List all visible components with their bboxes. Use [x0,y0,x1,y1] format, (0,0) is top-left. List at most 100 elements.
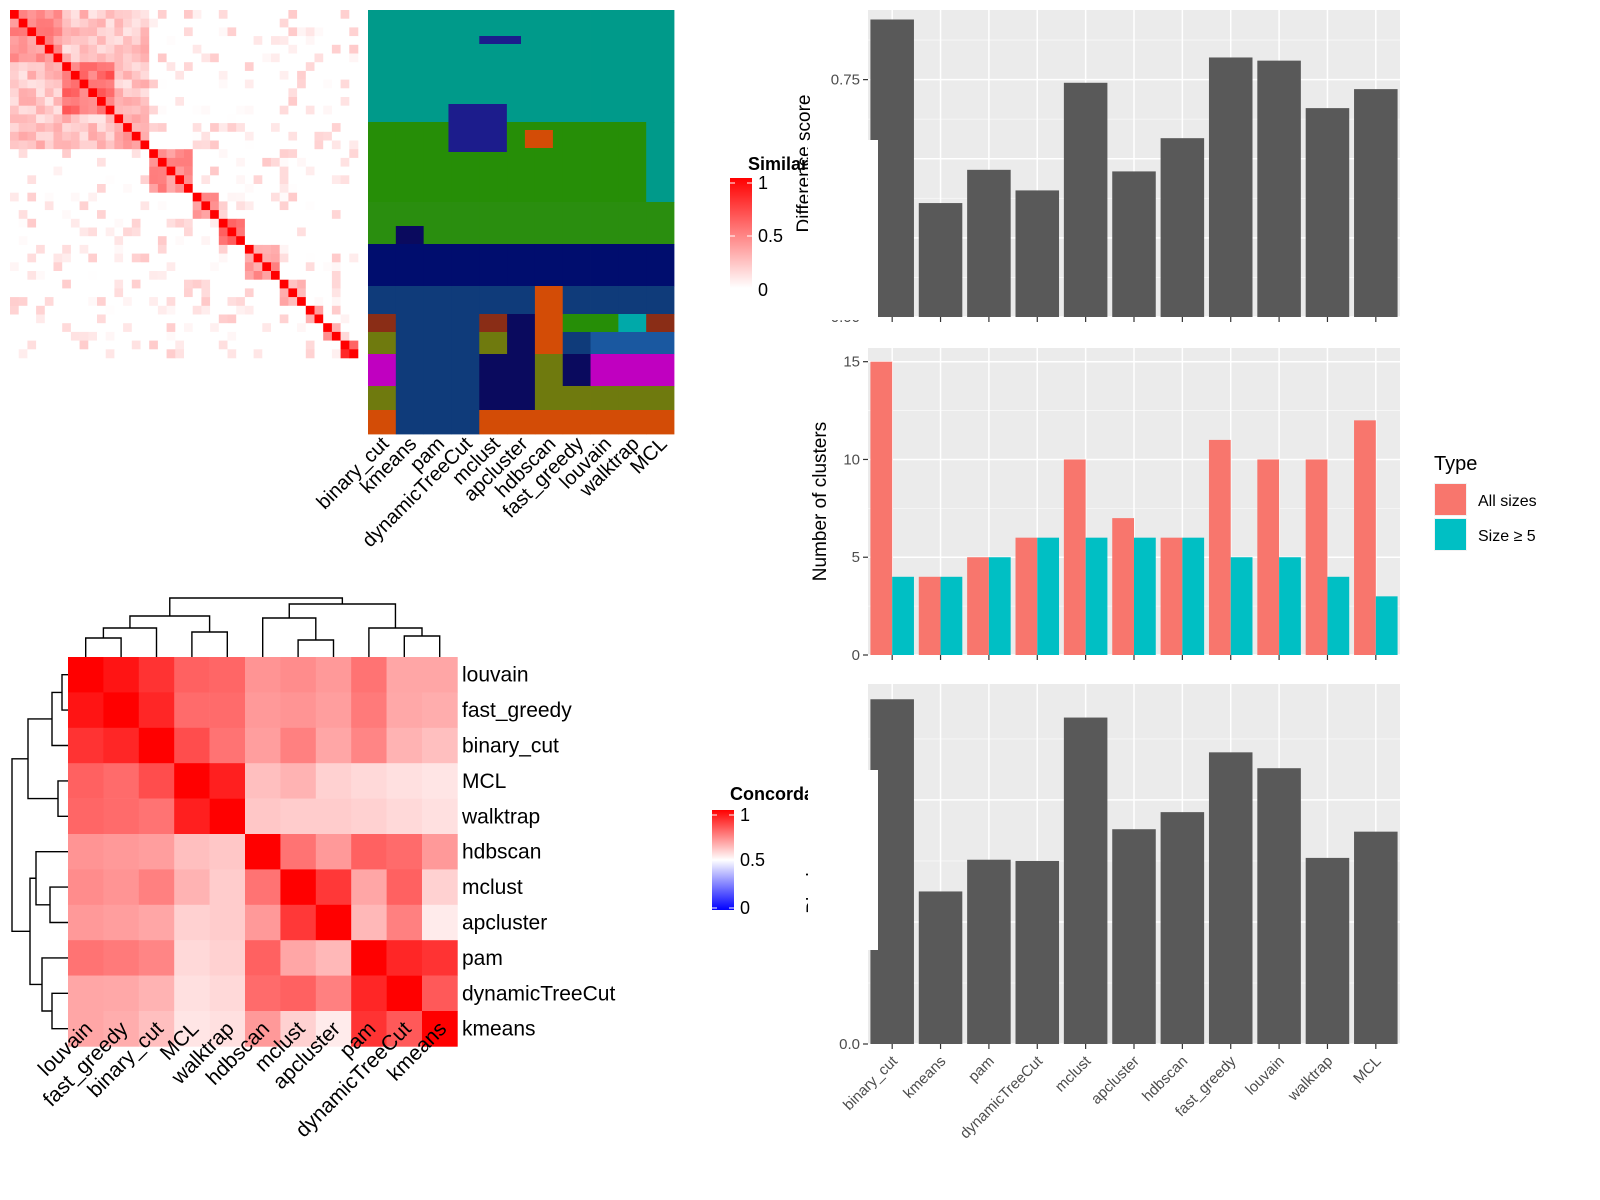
similarity-cell [62,105,72,115]
similarity-cell [210,79,220,89]
similarity-cell [105,314,115,324]
concordance-cell [103,904,140,941]
similarity-cell [70,88,80,98]
similarity-cell [227,210,237,220]
similarity-cell [236,157,246,167]
similarity-cell [184,279,193,289]
similarity-cell [288,279,298,289]
similarity-cell [36,166,46,176]
similarity-cell [227,297,237,307]
similarity-cell [114,149,124,159]
similarity-cell [201,175,211,185]
concordance-cell [280,940,317,976]
dendrogram-branch [368,627,423,657]
similarity-cell [131,192,141,202]
similarity-cell [105,331,115,341]
similarity-cell [349,253,359,263]
assignment-cell [618,354,647,387]
similarity-cell [192,253,202,263]
similarity-cell [114,140,124,150]
similarity-cell [297,244,307,254]
similarity-cell [349,105,359,115]
similarity-cell [271,210,280,220]
assignment-cell [451,10,480,123]
similarity-cell [97,44,106,54]
similarity-cell [184,10,193,19]
similarity-cell [340,314,350,324]
bar [1015,190,1060,317]
similarity-cell [279,297,289,307]
similarity-cell [97,97,106,106]
similarity-cell [201,27,211,37]
similarity-cell [244,175,254,185]
similarity-cell [218,18,228,28]
dendrogram-branch [61,674,68,711]
concordance-cell [138,1011,175,1047]
similarity-cell [244,210,254,220]
dendrogram-branch [288,603,397,628]
similarity-cell [10,44,19,54]
similarity-cell [157,53,167,63]
similarity-cell [262,236,272,246]
similarity-cell [262,297,272,307]
assignment-cell [451,332,480,355]
concordance-cell [245,657,281,693]
similarity-cell [305,253,315,263]
similarity-cell [279,201,289,211]
similarity-cell [331,288,341,298]
similarity-cell [271,331,280,341]
concordance-cell [174,798,210,835]
concordance-cell [422,798,458,835]
similarity-cell [175,218,185,228]
assignment-cell [534,202,564,245]
similarity-cell [10,244,19,254]
similarity-cell [297,323,307,333]
similarity-cell [262,210,272,220]
similarity-cell [305,79,315,89]
similarity-cell [157,201,167,211]
similarity-cell [88,149,98,159]
similarity-cell [114,218,124,228]
similarity-cell [323,149,333,159]
similarity-cell [36,331,46,341]
similarity-cell [218,27,228,37]
similarity-cell [192,140,202,150]
similarity-cell [192,10,202,19]
similarity-cell [105,36,115,46]
similarity-cell [175,323,185,333]
similarity-cell [97,244,106,254]
similarity-cell [79,114,89,124]
assignment-cell [507,244,536,287]
similarity-cell [131,157,141,167]
similarity-cell [105,70,115,80]
similarity-cell [262,149,272,159]
similarity-cell [279,305,289,315]
concordance-cell [351,727,387,764]
assignment-cell [423,202,452,245]
similarity-cell [79,331,89,341]
similarity-cell [10,227,19,237]
concordance-cell [103,692,140,729]
similarity-cell [227,244,237,254]
assignment-cell [368,386,397,411]
similarity-cell [97,10,106,19]
similarity-cell [131,10,141,19]
similarity-cell [349,157,359,167]
concordance-cell [315,657,352,693]
similarity-cell [36,10,46,19]
similarity-cell [262,192,272,202]
similarity-cell [271,131,280,141]
similarity-cell [349,27,359,37]
similarity-cell [305,227,315,237]
similarity-cell [305,97,315,106]
similarity-cell [184,114,193,124]
similarity-cell [114,157,124,167]
similarity-cell [62,10,72,19]
similarity-cell [349,79,359,89]
similarity-cell [27,279,37,289]
similarity-cell [114,297,124,307]
similarity-cell [184,227,193,237]
similarity-cell [305,114,315,124]
similarity-cell [70,114,80,124]
assignment-cell [507,286,536,315]
